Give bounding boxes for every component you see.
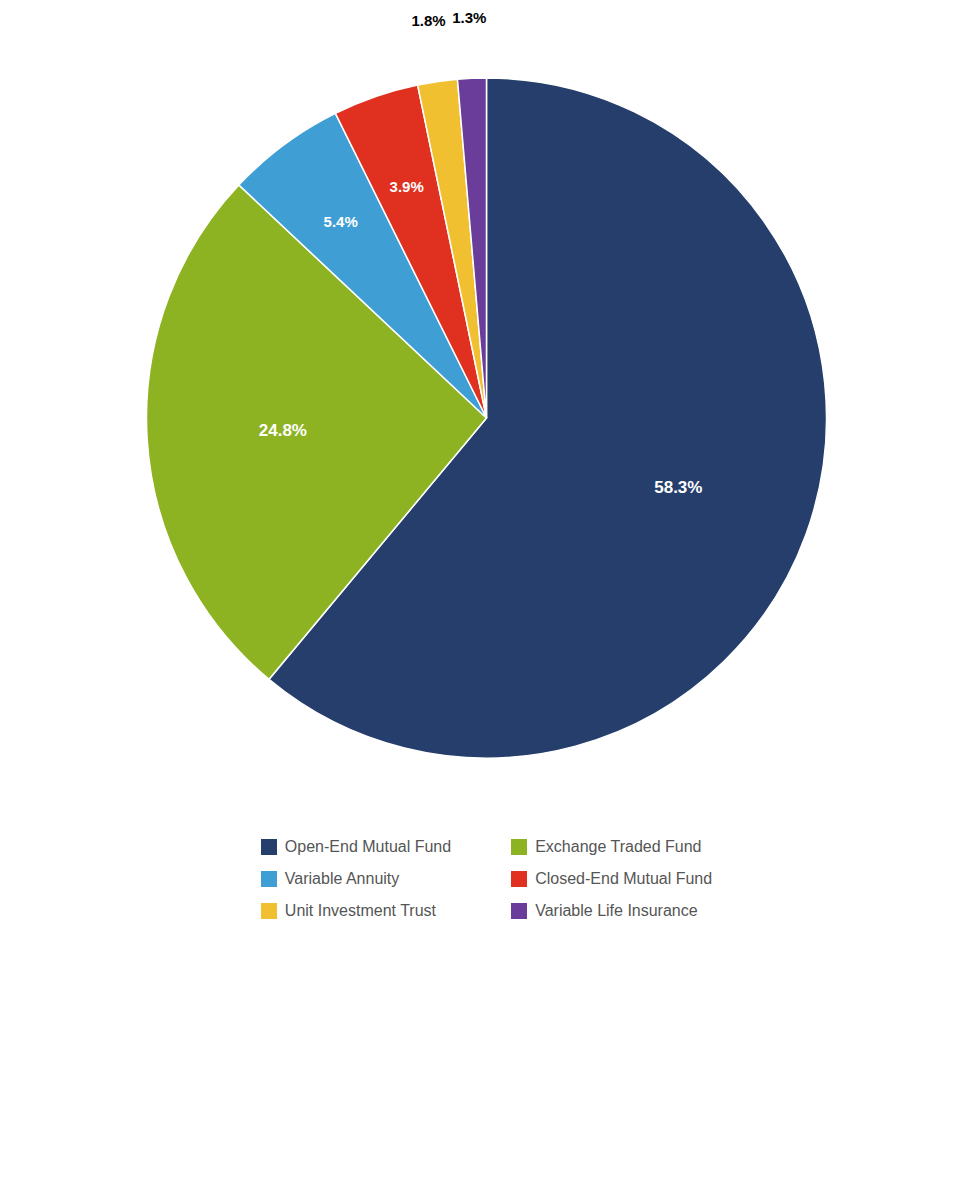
svg-text:5.4%: 5.4%: [324, 213, 358, 230]
html-text:Variable Annuity: Variable Annuity: [284, 870, 400, 887]
html-text:Unit Investment Trust: Unit Investment Trust: [284, 902, 436, 919]
svg-text:1.3%: 1.3%: [452, 9, 486, 26]
svg-text:24.8%: 24.8%: [259, 421, 307, 440]
html-text:Exchange Traded Fund: Exchange Traded Fund: [535, 838, 702, 855]
html-text:Variable Life Insurance: Variable Life Insurance: [535, 902, 698, 919]
html-text:Open-End Mutual Fund: Open-End Mutual Fund: [284, 838, 452, 855]
svg-text:58.3%: 58.3%: [654, 478, 702, 497]
svg-text:3.9%: 3.9%: [390, 178, 424, 195]
svg-text:1.8%: 1.8%: [412, 12, 446, 29]
html-text:Closed-End Mutual Fund: Closed-End Mutual Fund: [535, 870, 713, 887]
